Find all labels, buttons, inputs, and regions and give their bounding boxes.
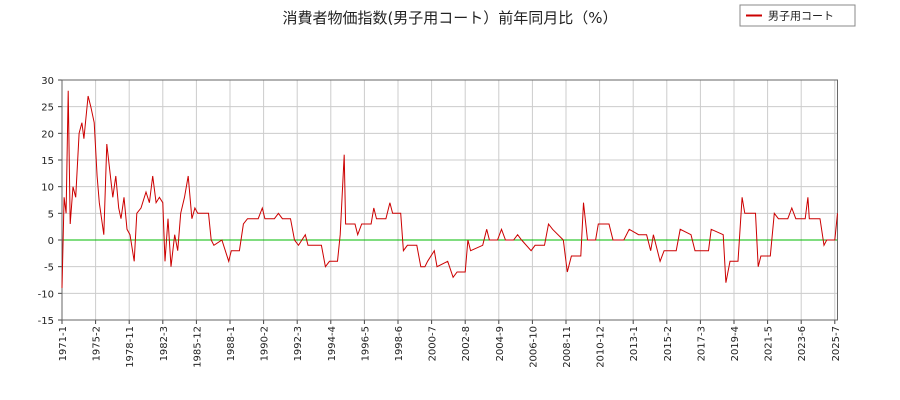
y-tick-label: 0 [48,236,54,247]
x-tick-label: 2002-8 [461,326,472,361]
x-tick-label: 1996-5 [360,326,371,361]
x-tick-label: 1994-4 [327,326,338,361]
x-tick-label: 2004-9 [495,326,506,361]
y-tick-label: 15 [41,156,54,167]
x-tick-label: 2008-11 [562,326,573,368]
y-tick-label: 10 [41,183,54,194]
plot-frame [61,79,838,321]
data-line [61,90,838,289]
y-tick-label: 25 [41,103,54,114]
x-tick-label: 2010-12 [596,326,607,368]
x-tick-label: 1982-3 [159,326,170,361]
x-tick-label: 1990-2 [260,326,271,361]
chart-title: 消費者物価指数(男子用コート）前年同月比（%） [282,9,617,27]
x-tick-label: 2013-1 [629,326,640,361]
x-tick-label: 2025-7 [831,326,842,361]
y-tick-label: 20 [41,129,54,140]
legend-box [739,4,856,27]
x-tick-label: 1975-2 [92,326,103,361]
y-tick-label: 30 [41,76,54,87]
x-tick-label: 1978-11 [125,326,136,368]
x-tick-label: 1985-12 [192,326,203,368]
legend-label: 男子用コート [768,10,834,23]
x-tick-label: 2000-7 [428,326,439,361]
y-tick-label: 5 [48,209,54,220]
y-tick-label: -5 [44,263,54,274]
x-tick-label: 2019-4 [730,326,741,361]
y-tick-label: -15 [38,316,54,327]
y-tick-label: -10 [38,289,54,300]
x-tick-label: 2006-10 [528,326,539,368]
x-tick-label: 2021-5 [764,326,775,361]
x-tick-label: 1988-1 [226,326,237,361]
x-tick-label: 1992-3 [293,326,304,361]
x-tick-label: 2017-3 [696,326,707,361]
x-tick-label: 1998-6 [394,326,405,361]
x-tick-label: 1971-1 [58,326,69,361]
x-tick-label: 2015-2 [663,326,674,361]
x-tick-label: 2023-6 [797,326,808,361]
plot-area [62,80,838,320]
